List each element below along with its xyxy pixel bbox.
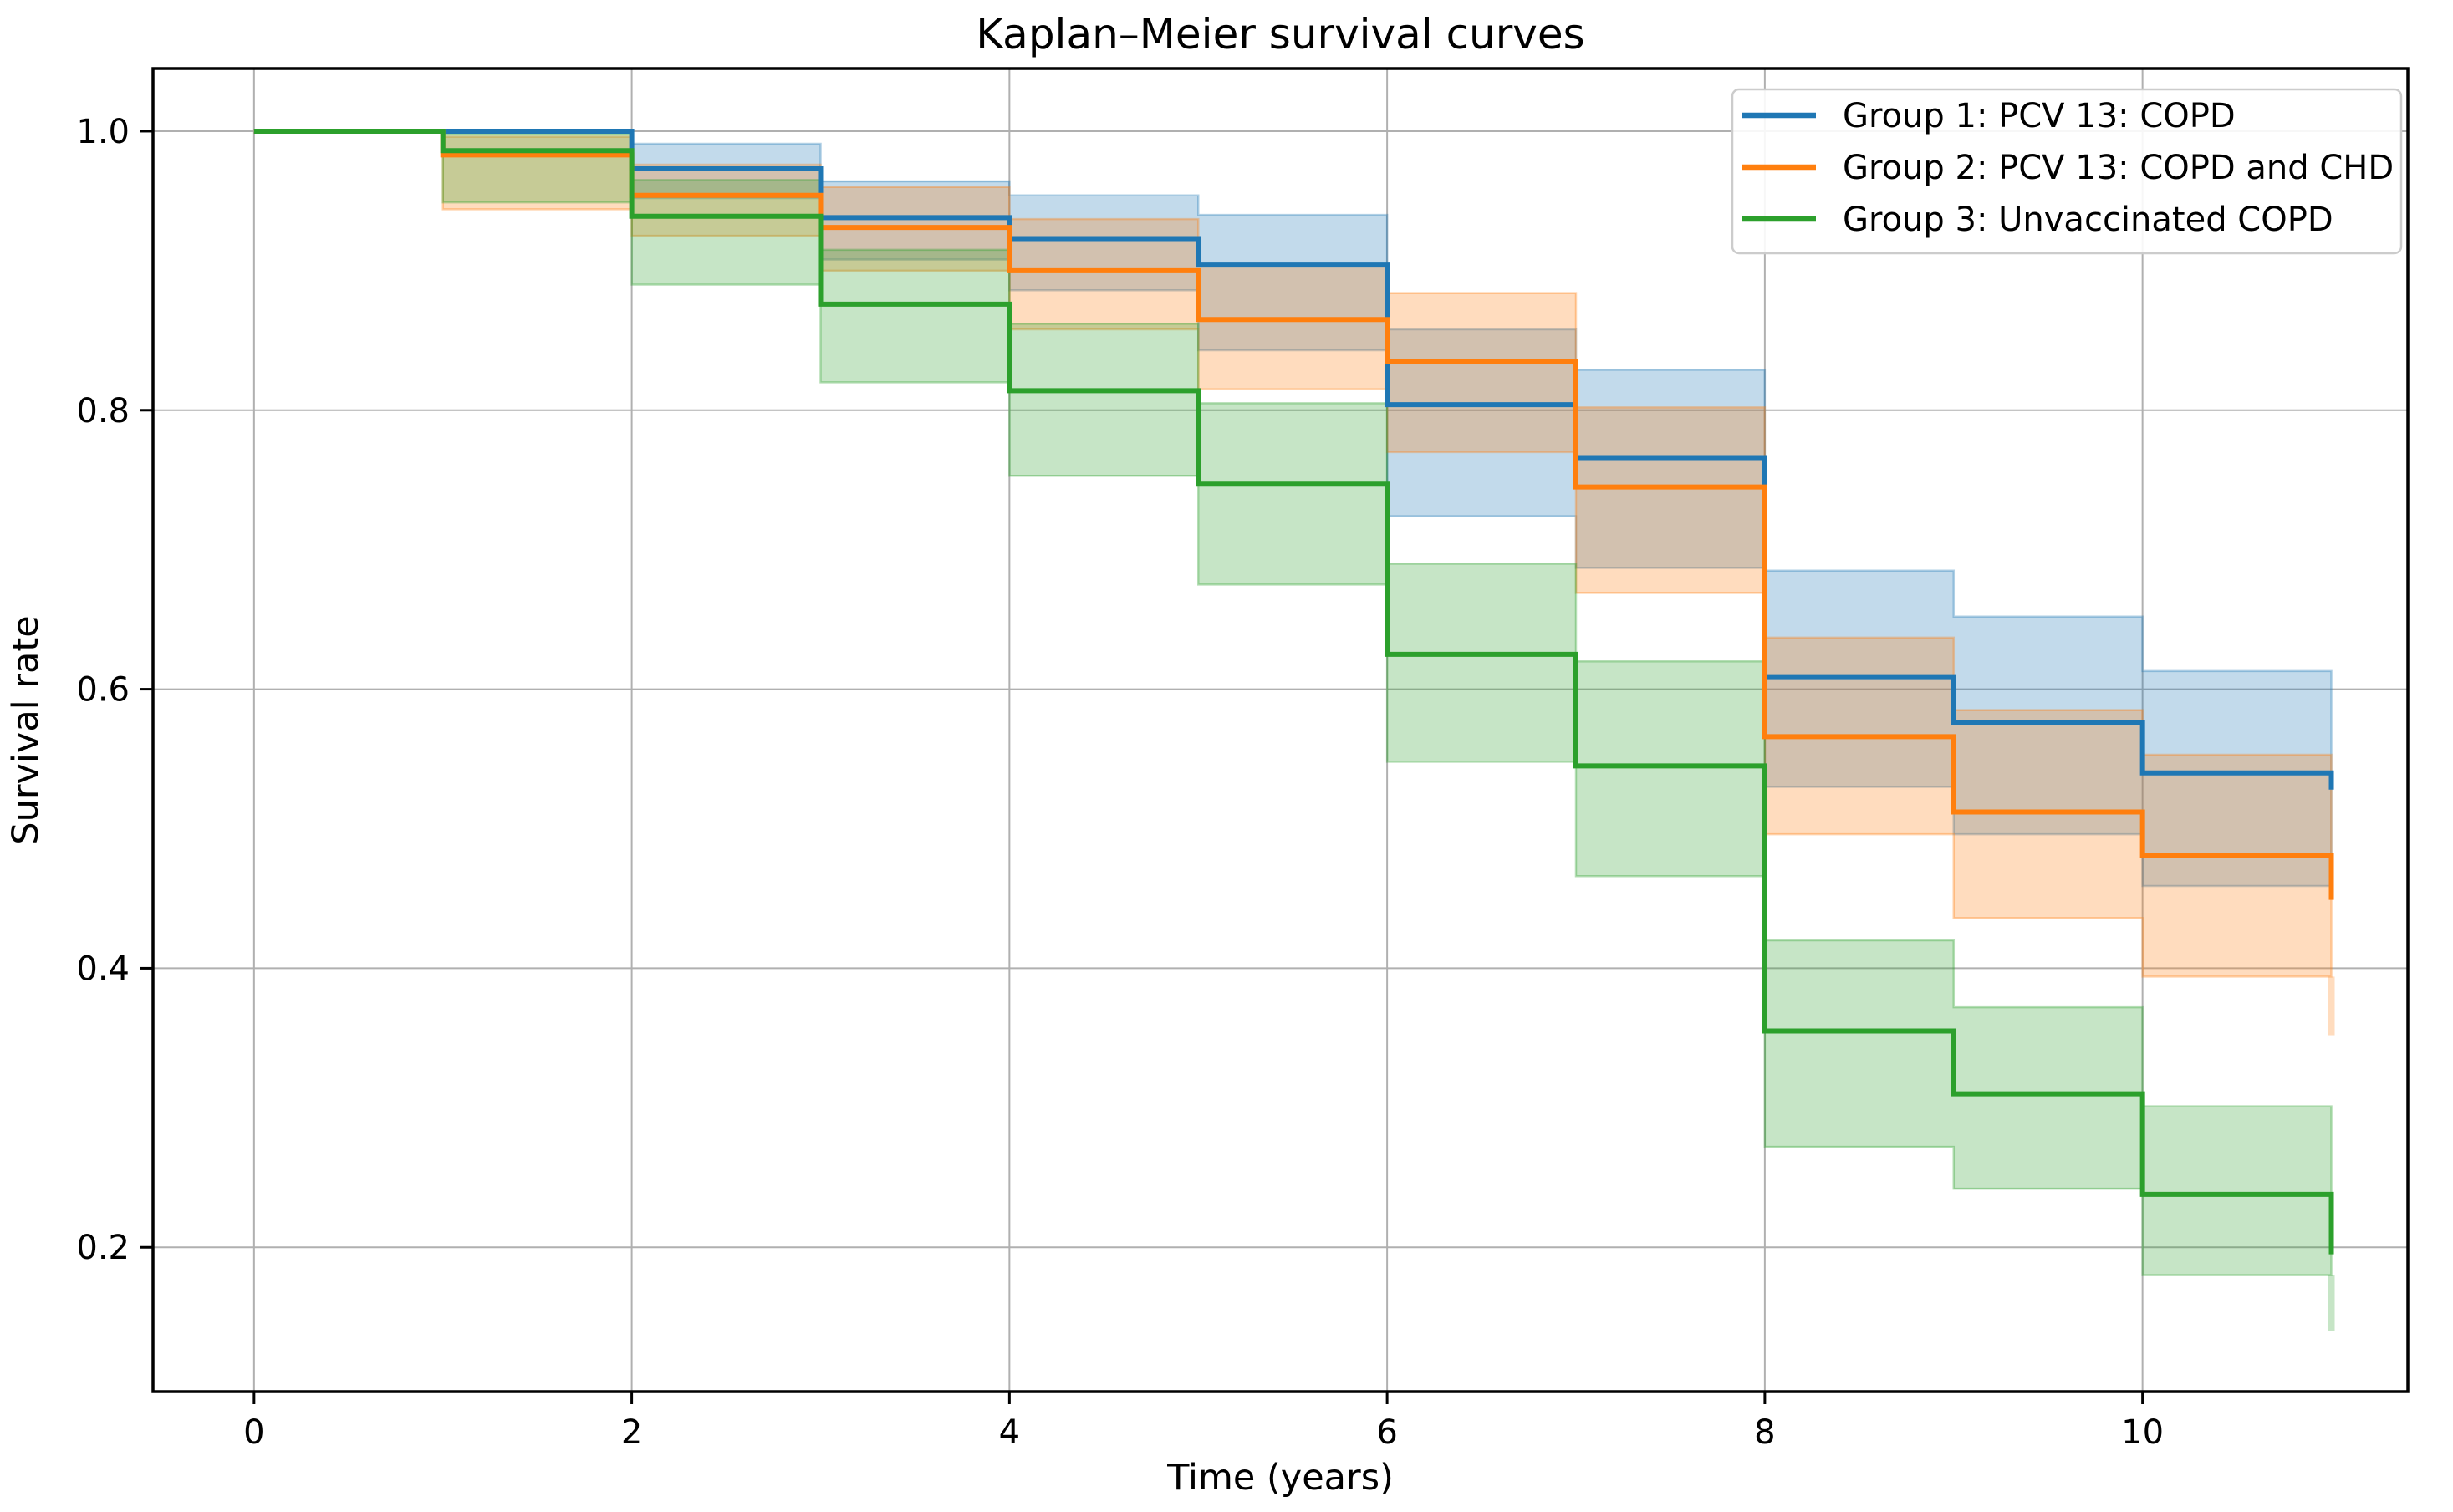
confidence-band	[441, 133, 2333, 1276]
x-tick-label: 2	[621, 1413, 642, 1452]
grid	[153, 69, 2408, 1392]
chart-title: Kaplan–Meier survival curves	[976, 10, 1584, 59]
y-tick-label: 0.2	[76, 1229, 130, 1267]
y-tick-label: 0.6	[76, 671, 130, 710]
legend: Group 1: PCV 13: COPD Group 2: PCV 13: CO…	[1731, 88, 2403, 255]
legend-label: Group 1: PCV 13: COPD	[1843, 97, 2236, 135]
confidence-band-tail	[2328, 976, 2335, 1036]
confidence-band-tail	[2328, 1275, 2335, 1331]
x-tick-label: 4	[999, 1413, 1020, 1452]
y-tick-label: 1.0	[76, 113, 130, 151]
axes-spines	[151, 67, 2410, 1393]
x-tick-label: 6	[1376, 1413, 1397, 1452]
y-tick-label: 0.8	[76, 392, 130, 430]
survival-curve	[253, 128, 2334, 1255]
series-line-group-3	[253, 128, 2334, 1255]
y-axis-label: Survival rate	[5, 615, 47, 844]
axis-ticks: 0 2 4 6 8 10 0.2 0.4 0.6 0.8 1.0	[76, 113, 2164, 1452]
x-tick-label: 10	[2121, 1413, 2164, 1452]
x-tick-label: 0	[243, 1413, 264, 1452]
y-tick-label: 0.4	[76, 949, 130, 988]
plot-area	[153, 69, 2408, 1392]
x-axis-label: Time (years)	[1166, 1457, 1394, 1499]
series-band-group-3	[441, 133, 2335, 1331]
x-tick-label: 8	[1754, 1413, 1775, 1452]
legend-box	[1731, 88, 2403, 255]
legend-label: Group 3: Unvaccinated COPD	[1843, 201, 2333, 239]
legend-label: Group 2: PCV 13: COPD and CHD	[1843, 149, 2394, 187]
